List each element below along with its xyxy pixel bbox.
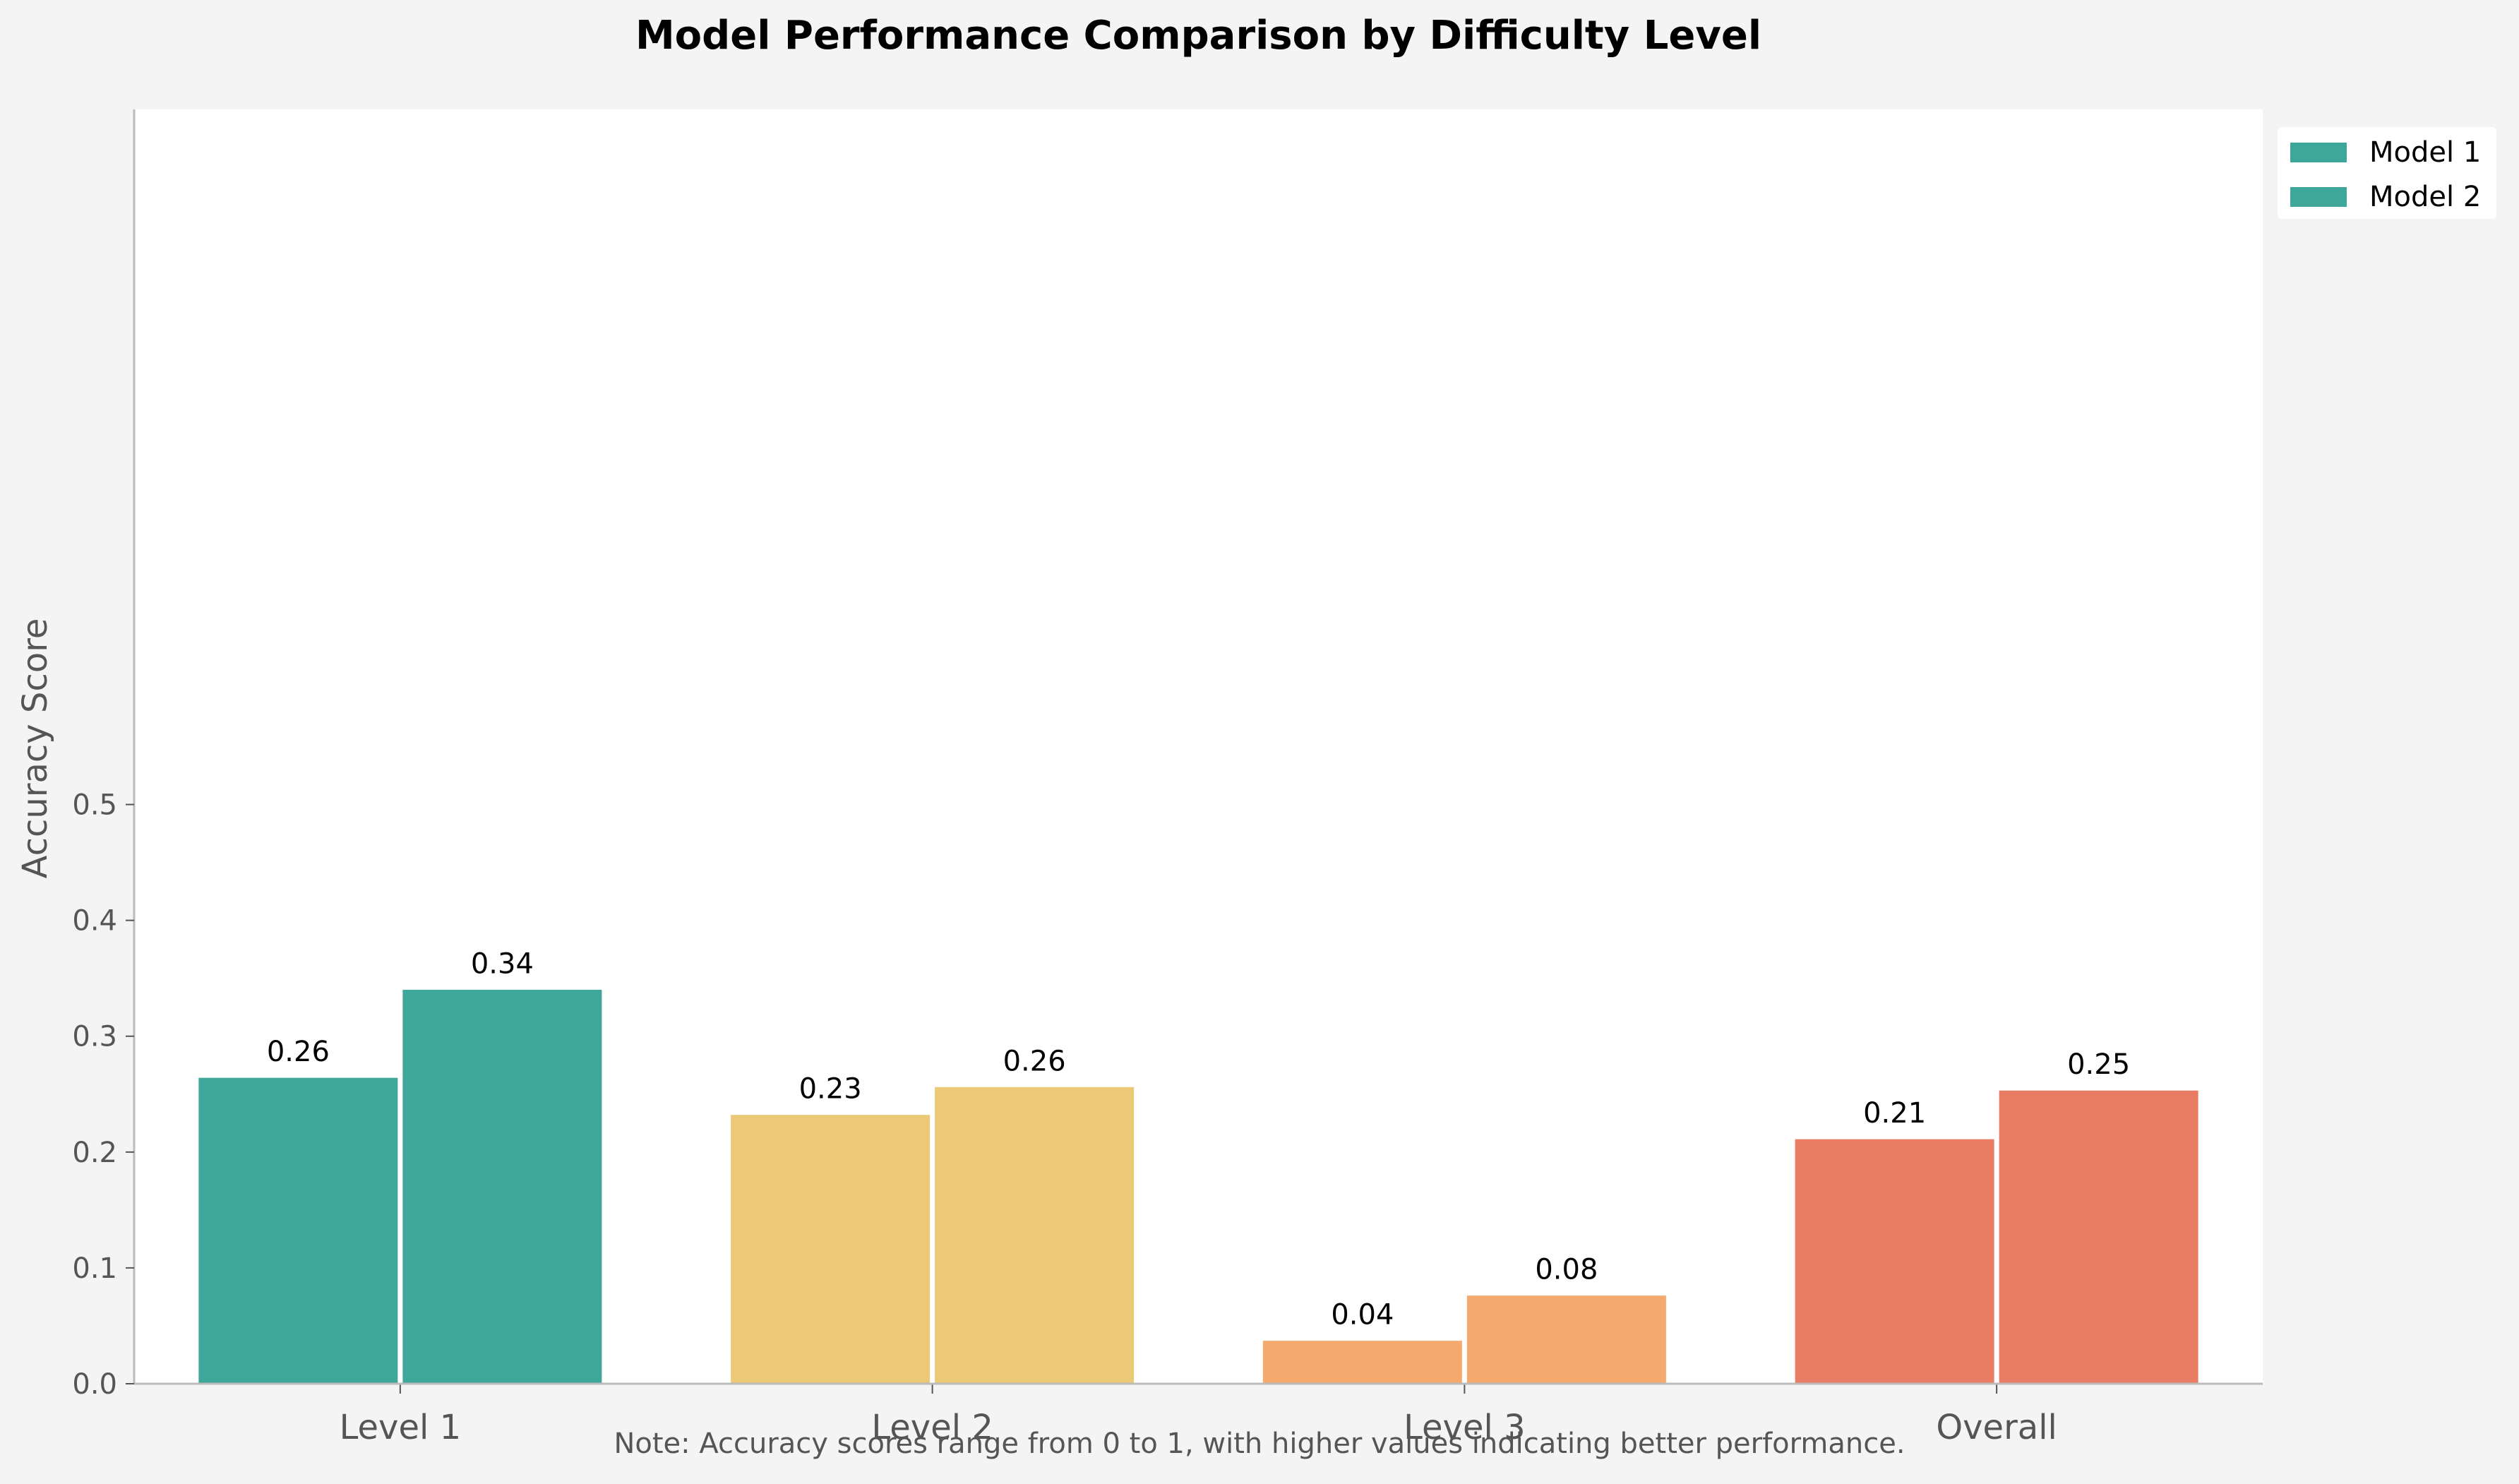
y-axis-label: Accuracy Score <box>16 618 55 879</box>
x-tick-label: Overall <box>1936 1408 2057 1447</box>
bar-overall-model-1 <box>1793 1137 1997 1385</box>
bar-level-3-model-1 <box>1260 1339 1464 1385</box>
value-label-level-1-model-1: 0.26 <box>267 1036 330 1068</box>
value-label-level-3-model-1: 0.04 <box>1331 1299 1394 1332</box>
legend: Model 1 Model 2 <box>2278 127 2496 219</box>
value-label-level-1-model-2: 0.34 <box>471 947 534 980</box>
legend-label-model-2: Model 2 <box>2369 181 2481 213</box>
x-tick-label: Level 1 <box>340 1408 462 1447</box>
y-tick-label: 0.4 <box>72 905 117 938</box>
bar-level-1-model-1 <box>196 1075 400 1385</box>
bar-level-3-model-2 <box>1464 1293 1668 1385</box>
bar-level-2-model-1 <box>729 1113 933 1385</box>
axes-layer: Level 1 Level 2 Level 3 Overall 0.0 0.1 0.2 0.3… <box>16 109 2263 1447</box>
value-label-level-3-model-2: 0.08 <box>1535 1254 1598 1286</box>
legend-swatch-model-2 <box>2290 187 2347 207</box>
legend-label-model-1: Model 1 <box>2369 136 2481 169</box>
value-labels-layer: 0.26 0.34 0.23 0.26 0.04 0.08 0.21 0.25 <box>267 947 2130 1331</box>
value-label-level-2-model-2: 0.26 <box>1003 1045 1066 1077</box>
value-label-overall-model-2: 0.25 <box>2067 1048 2130 1081</box>
footnote: Note: Accuracy scores range from 0 to 1,… <box>614 1428 1905 1460</box>
bar-level-2-model-2 <box>933 1084 1137 1385</box>
bar-level-1-model-2 <box>400 987 604 1385</box>
y-tick-label: 0.5 <box>72 789 117 822</box>
value-label-overall-model-1: 0.21 <box>1863 1097 1926 1130</box>
bar-overall-model-2 <box>1997 1088 2201 1385</box>
y-tick-label: 0.1 <box>72 1252 117 1285</box>
value-label-level-2-model-1: 0.23 <box>799 1073 862 1106</box>
y-tick-label: 0.2 <box>72 1137 117 1169</box>
y-tick-label: 0.0 <box>72 1368 117 1401</box>
chart-title: Model Performance Comparison by Difficul… <box>635 13 1762 59</box>
legend-swatch-model-1 <box>2290 143 2347 162</box>
x-tick-label: Level 2 <box>871 1408 993 1447</box>
x-tick-label: Level 3 <box>1404 1408 1526 1447</box>
bars-layer <box>196 987 2201 1385</box>
y-tick-label: 0.3 <box>72 1021 117 1053</box>
